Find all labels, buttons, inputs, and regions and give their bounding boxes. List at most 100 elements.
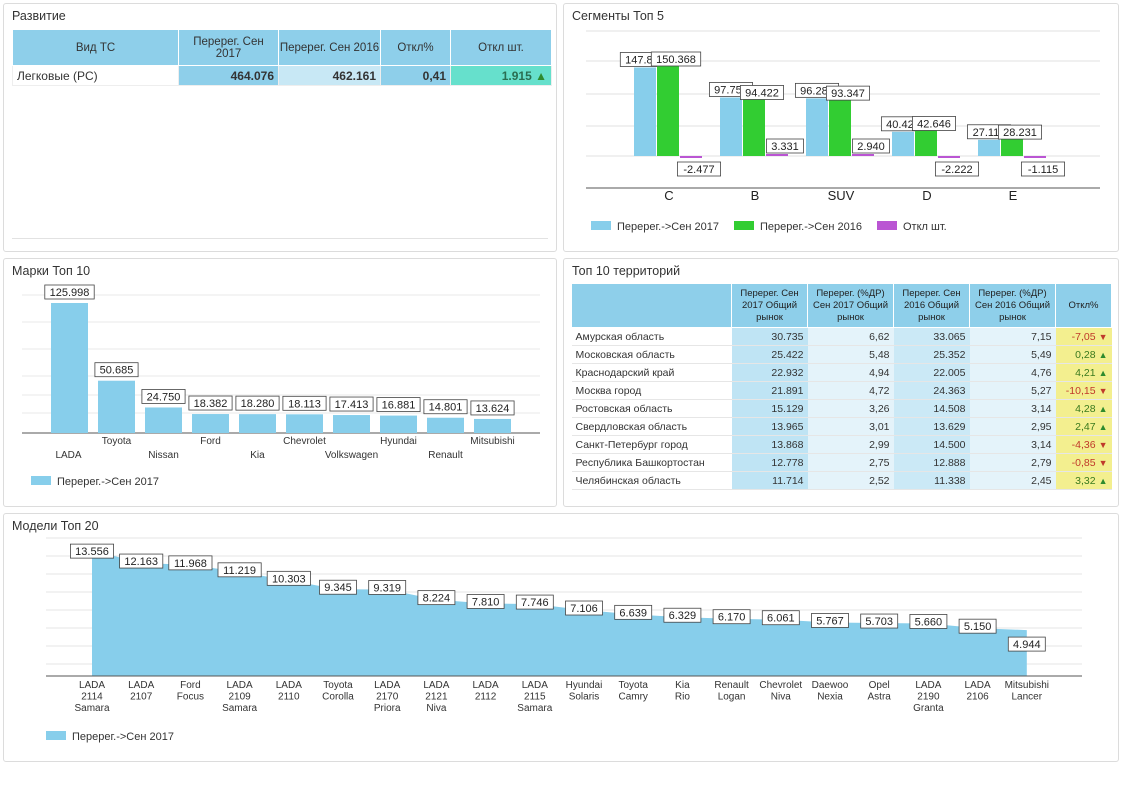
bar-2-E (1024, 156, 1046, 158)
deviation-pct: 0,28 ▲ (1055, 345, 1112, 364)
col-header-2017[interactable]: Перерег. Сен 2017 Общий рынок (731, 283, 808, 328)
deviation-value: 4,21 (1075, 366, 1096, 379)
data-label-box (565, 600, 603, 616)
col-header-share-2017[interactable]: Перерег. (%ДР) Сен 2017 Общий рынок (807, 283, 894, 328)
models-chart: 13.556LADA2114Samara12.163LADA210711.968… (46, 537, 1082, 743)
x-tick-label: 2110 (278, 692, 300, 703)
data-label-box (168, 555, 213, 571)
value-2017: 30.735 (731, 327, 808, 346)
x-tick-label: 2115 (524, 692, 546, 703)
panel-title: Развитие (12, 9, 66, 23)
col-header-pct[interactable]: Откл% (380, 29, 451, 66)
data-label: 94.422 (745, 87, 779, 99)
x-tick-label: Toyota (102, 436, 132, 447)
data-label: 27.116 (973, 127, 1006, 139)
x-tick-label: C (664, 188, 673, 203)
col-header-2016[interactable]: Перерег. Сен 2016 Общий рынок (893, 283, 970, 328)
col-header-2017[interactable]: Перерег. Сен 2017 (178, 29, 279, 66)
x-tick-label: LADA (55, 450, 81, 461)
value-2017: 25.422 (731, 345, 808, 364)
col-header-diff[interactable]: Откл шт. (450, 29, 552, 66)
deviation-value: 0,28 (1075, 348, 1096, 361)
col-header-share-2016[interactable]: Перерег. (%ДР) Сен 2016 Общий рынок (969, 283, 1056, 328)
col-header-pct[interactable]: Откл% (1055, 283, 1112, 328)
x-tick-label: Priora (374, 703, 401, 714)
bar-2-B (766, 154, 788, 156)
panel-models: Модели Топ 20 13.556 LADA 2114 Samara 12.163… (3, 513, 1119, 762)
row-name: Легковые (PC) (12, 65, 179, 86)
legend-item-swatch (591, 221, 611, 230)
data-label: 13.556 (75, 546, 109, 558)
data-label: -1.115 (1028, 164, 1058, 176)
table-row[interactable]: Краснодарский край 22.932 4,94 22.005 4,76 4,… (571, 363, 1112, 382)
value-2017: 22.932 (731, 363, 808, 382)
x-tick-label: LADA (276, 680, 302, 691)
table-row[interactable]: Санкт-Петербург город 13.868 2,99 14.500 3,1… (571, 435, 1112, 454)
arrow-up-icon: ▲ (1098, 367, 1108, 378)
value-2016: 14.508 (893, 399, 970, 418)
panel-title: Модели Топ 20 (12, 519, 99, 533)
deviation-pct: -10,15 ▼ (1055, 381, 1112, 400)
col-header-type[interactable]: Вид ТС (12, 29, 179, 66)
deviation-value: -0,85 (1071, 456, 1096, 469)
data-label: 4.944 (1013, 639, 1041, 651)
data-label: 6.639 (619, 607, 647, 619)
table-row[interactable]: Республика Башкортостан 12.778 2,75 12.888 2… (571, 453, 1112, 472)
value-2016: 25.352 (893, 345, 970, 364)
panel-segments: Сегменты Топ 5 147.891 150.368 -2.477 C 97.7… (563, 3, 1119, 252)
col-header-region[interactable] (571, 283, 732, 328)
table-row[interactable]: Челябинская область 11.714 2,52 11.338 2,45 3… (571, 471, 1112, 490)
region-name: Амурская область (571, 327, 732, 346)
x-tick-label: Granta (913, 703, 944, 714)
x-tick-label: 2190 (917, 692, 940, 703)
x-tick-label: Camry (618, 692, 647, 703)
data-label-box (739, 85, 784, 100)
share-2017: 3,01 (807, 417, 894, 436)
x-tick-label: LADA (915, 680, 941, 691)
data-label-box (368, 580, 407, 595)
data-label-box (119, 553, 164, 569)
table-row[interactable]: Москва город 21.891 4,72 24.363 5,27 -10,15 ▼ (571, 381, 1112, 400)
panel-territories: Топ 10 территорий Перерег. Сен 2017 Общи… (563, 258, 1119, 507)
x-tick-label: B (751, 188, 760, 203)
deviation-value: 3,32 (1075, 474, 1096, 487)
col-header-2016[interactable]: Перерег. Сен 2016 (278, 29, 381, 66)
table-row[interactable]: Ростовская область 15.129 3,26 14.508 3,14 4,… (571, 399, 1112, 418)
share-2016: 5,27 (969, 381, 1056, 400)
data-label: 125.998 (50, 287, 90, 299)
data-label-box (470, 400, 515, 416)
data-label: 16.881 (382, 400, 416, 412)
table-row[interactable]: Свердловская область 13.965 3,01 13.629 2,95… (571, 417, 1112, 436)
data-label: 28.231 (1003, 127, 1037, 139)
x-tick-label: LADA (79, 680, 105, 691)
table-row[interactable]: Амурская область 30.735 6,62 33.065 7,15 -7,0… (571, 327, 1112, 346)
panel-title: Марки Топ 10 (12, 264, 91, 278)
x-tick-label: Toyota (323, 680, 353, 691)
bar-Kia (239, 414, 276, 433)
data-label-box (235, 395, 280, 411)
bar-2-SUV (852, 154, 874, 156)
x-tick-label: Hyundai (380, 436, 417, 447)
data-label: 50.685 (100, 365, 134, 377)
share-2016: 5,49 (969, 345, 1056, 364)
x-tick-label: LADA (473, 680, 499, 691)
data-label-box (852, 138, 890, 154)
data-label-box (376, 397, 421, 412)
arrow-up-icon: ▲ (1098, 349, 1108, 360)
arrow-up-icon: ▲ (1098, 403, 1108, 414)
data-label: 18.280 (241, 398, 275, 410)
data-label: 11.219 (223, 565, 256, 577)
arrow-down-icon: ▼ (1098, 385, 1108, 396)
data-label-box (712, 609, 751, 625)
data-label: 5.767 (816, 615, 844, 627)
share-2017: 2,99 (807, 435, 894, 454)
area-series (92, 550, 1027, 676)
x-tick-label: Daewoo (812, 680, 849, 691)
x-tick-label: Lancer (1012, 692, 1043, 703)
x-tick-label: Solaris (569, 692, 600, 703)
share-2016: 2,79 (969, 453, 1056, 472)
x-tick-label: Niva (771, 692, 791, 703)
table-row[interactable]: Московская область 25.422 5,48 25.352 5,49 0,… (571, 345, 1112, 364)
data-label: 147.891 (625, 54, 665, 66)
table-row[interactable]: Легковые (PC) 464.076 462.161 0,41 1.915… (12, 65, 552, 86)
